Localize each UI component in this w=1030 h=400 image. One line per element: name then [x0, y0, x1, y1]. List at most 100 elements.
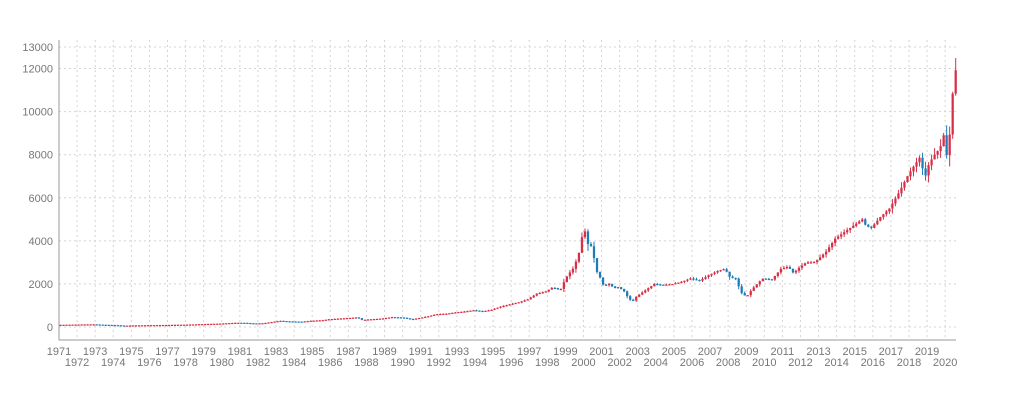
x-tick-label: 2009 [734, 346, 758, 358]
candle-up [927, 165, 930, 176]
candle-up [538, 292, 541, 295]
candle-up [529, 297, 532, 300]
x-tick-label: 2019 [915, 346, 939, 358]
candle-up [752, 287, 755, 291]
candle-up [888, 208, 891, 212]
candle-up [559, 288, 562, 291]
candle-down [764, 278, 767, 280]
candle-up [258, 323, 261, 325]
candle-up [378, 318, 382, 320]
candle-down [610, 283, 614, 287]
x-tick-label: 1989 [372, 346, 396, 358]
candle-down [740, 286, 743, 294]
candle-up [261, 323, 264, 325]
candle-down [656, 283, 659, 286]
candle-up [128, 325, 131, 327]
candle-up [577, 252, 581, 262]
candle-up [493, 308, 496, 310]
candle-up [812, 262, 816, 264]
candle-up [228, 323, 231, 325]
candle-up [234, 322, 237, 324]
candle-down [945, 135, 948, 156]
candle-up [879, 217, 882, 221]
candle-up [188, 324, 192, 326]
candle-up [824, 251, 828, 255]
candle-up [616, 287, 620, 289]
candle-up [125, 325, 128, 327]
candle-up [680, 281, 683, 283]
candle-down [586, 231, 590, 245]
candle-up [523, 300, 526, 302]
candle-up [315, 320, 318, 322]
x-tick-label: 1982 [246, 357, 270, 369]
x-tick-label: 2018 [897, 357, 921, 369]
candle-up [713, 272, 716, 274]
candle-down [601, 277, 605, 285]
candle-up [704, 277, 707, 279]
candle-down [246, 322, 249, 325]
candle-up [439, 313, 442, 316]
candle-up [933, 154, 936, 160]
x-tick-label: 1972 [65, 357, 89, 369]
candle-down [294, 321, 297, 323]
candle-up [137, 325, 141, 327]
candle-up [207, 323, 210, 326]
x-tick-label: 2001 [589, 346, 613, 358]
candle-up [635, 296, 638, 301]
candles-layer [59, 58, 957, 327]
candle-down [255, 323, 258, 325]
candle-up [427, 316, 430, 318]
x-tick-label: 1992 [427, 357, 451, 369]
candle-up [849, 227, 852, 231]
candle-up [885, 211, 888, 215]
candle-up [384, 317, 388, 320]
candle-up [719, 270, 722, 272]
candle-up [59, 324, 62, 326]
candle-up [387, 317, 391, 319]
candle-up [583, 231, 587, 238]
x-tick-label: 1990 [390, 357, 414, 369]
x-tick-label: 2004 [644, 357, 668, 369]
candle-up [779, 268, 783, 273]
candle-up [201, 324, 204, 326]
candle-down [104, 324, 107, 326]
candle-up [668, 284, 671, 286]
candle-down [243, 322, 246, 324]
candle-up [821, 254, 825, 258]
candle-down [556, 287, 559, 290]
x-tick-label: 2006 [680, 357, 704, 369]
candle-up [815, 260, 819, 263]
candle-up [930, 159, 933, 166]
candle-up [484, 310, 487, 312]
candle-up [665, 284, 668, 286]
candle-up [544, 291, 547, 293]
candle-up [746, 295, 749, 297]
x-tick-label: 1998 [535, 357, 559, 369]
x-tick-label: 1995 [481, 346, 505, 358]
candle-up [800, 265, 804, 268]
candle-up [773, 276, 776, 280]
candle-up [843, 232, 846, 235]
candle-up [653, 283, 656, 287]
candle-down [300, 321, 303, 323]
candle-up [267, 322, 270, 324]
candle-up [309, 320, 312, 322]
candle-up [939, 146, 942, 152]
y-tick-label: 13000 [22, 42, 53, 54]
candle-down [405, 317, 409, 319]
candle-up [894, 198, 897, 204]
candle-up [89, 324, 92, 326]
candle-down [95, 324, 98, 326]
candle-up [638, 294, 641, 297]
candle-up [448, 313, 451, 315]
candle-up [574, 261, 578, 269]
x-axis-labels: 1971197219731974197519761977197819791980… [47, 346, 958, 369]
y-tick-label: 12000 [22, 64, 53, 76]
candle-up [948, 134, 951, 156]
candle-down [291, 321, 294, 323]
candle-up [460, 311, 463, 313]
candle-down [870, 226, 873, 228]
candle-up [463, 311, 466, 313]
x-tick-label: 1987 [336, 346, 360, 358]
candle-up [683, 280, 686, 282]
